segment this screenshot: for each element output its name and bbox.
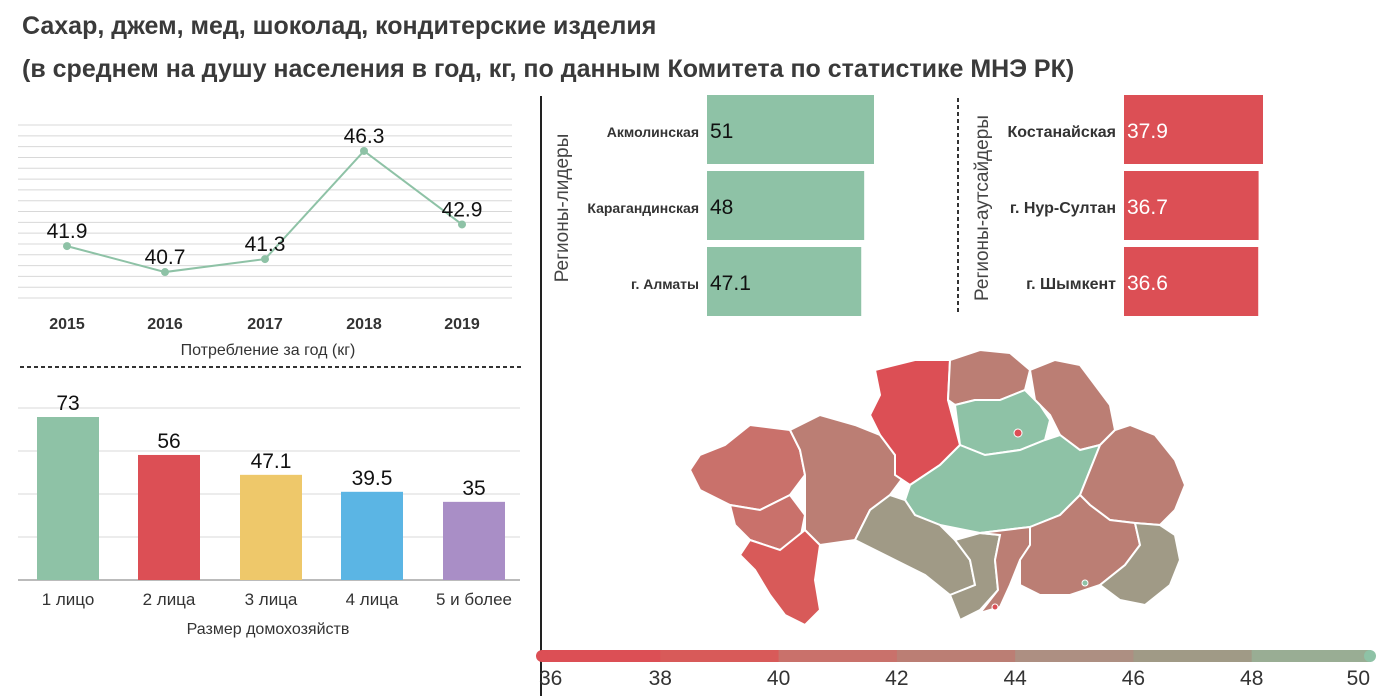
color-scale-segment: [896, 650, 1017, 662]
data-label: 36.6: [1127, 272, 1168, 295]
scale-tick-label: 42: [885, 667, 908, 690]
scale-tick-label: 40: [767, 667, 790, 690]
bar: [707, 171, 865, 240]
color-scale-segment: [1251, 650, 1371, 662]
x-tick-label: 2016: [147, 316, 183, 333]
data-label: 41.3: [245, 233, 286, 256]
map-region-west-kazakhstan: [688, 423, 807, 512]
scale-tick-label: 48: [1240, 667, 1263, 690]
map-city-nur-sultan: [1013, 428, 1023, 438]
bar: [138, 454, 200, 580]
bar: [1124, 95, 1263, 164]
data-point: [261, 255, 269, 264]
x-tick-label: 1 лицо: [42, 590, 95, 609]
scale-tick-label: 36: [539, 667, 562, 690]
data-label: 36.7: [1127, 196, 1168, 219]
bar: [443, 501, 505, 580]
x-tick-label: 2017: [247, 316, 283, 333]
scale-tick-label: 50: [1347, 667, 1370, 690]
kazakhstan-map: [688, 348, 1187, 627]
chart-title: Сахар, джем, мед, шоколад, кондитерские …: [22, 12, 657, 40]
x-tick-label: 2018: [346, 316, 382, 333]
x-tick-label: 5 и более: [436, 590, 512, 609]
bar: [1124, 247, 1259, 316]
household-bar-chart: 73 1 лицо 56 2 лица 47.1 3 лица 39.5 4 лица 35 5 …: [18, 392, 520, 638]
x-axis-label: Размер домохозяйств: [187, 621, 350, 638]
color-scale-segment: [1015, 650, 1135, 662]
data-label: 39.5: [352, 467, 393, 490]
color-scale-segment: [1133, 650, 1253, 662]
color-scale-cap: [536, 650, 548, 662]
leaders-bar-chart: Акмолинская 51 Карагандинская 48 г. Алматы 47…: [587, 95, 874, 316]
map-city-almaty: [1081, 579, 1089, 587]
data-label: 35: [462, 477, 485, 500]
outsiders-dashed-divider: [957, 98, 959, 313]
x-tick-label: 4 лица: [346, 590, 399, 609]
data-label: 42.9: [442, 198, 483, 221]
bar: [707, 95, 874, 164]
data-label: 41.9: [47, 220, 88, 243]
map-region-mangystau: [738, 528, 822, 627]
scale-tick-label: 38: [649, 667, 672, 690]
category-label: г. Шымкент: [1026, 276, 1116, 293]
map-city-shymkent: [991, 603, 999, 611]
color-scale-segment: [542, 650, 662, 662]
category-label: г. Нур-Султан: [1010, 200, 1116, 217]
category-label: Акмолинская: [607, 124, 699, 140]
x-axis-label: Потребление за год (кг): [181, 342, 356, 359]
category-label: Костанайская: [1008, 124, 1117, 141]
x-tick-label: 3 лица: [245, 590, 298, 609]
data-label: 47.1: [251, 450, 292, 473]
data-label: 47.1: [710, 272, 751, 295]
scale-tick-label: 44: [1003, 667, 1027, 690]
x-tick-label: 2 лица: [143, 590, 196, 609]
bar: [707, 247, 862, 316]
data-point: [63, 242, 71, 251]
bar: [341, 491, 403, 580]
data-label: 56: [157, 430, 180, 453]
x-tick-label: 2019: [444, 316, 480, 333]
data-label: 37.9: [1127, 120, 1168, 143]
chart-subtitle: (в среднем на душу населения в год, кг, …: [22, 55, 1075, 83]
color-scale-legend: 36 38 40 42 44 46 48 50: [536, 650, 1376, 690]
data-label: 40.7: [145, 246, 186, 269]
category-label: г. Алматы: [631, 276, 699, 292]
map-region-southeast: [1098, 521, 1182, 607]
data-label: 51: [710, 120, 733, 143]
dashed-divider: [20, 366, 522, 368]
data-label: 46.3: [344, 125, 385, 148]
data-point: [458, 220, 466, 229]
x-tick-label: 2015: [49, 316, 85, 333]
color-scale-segment: [778, 650, 898, 662]
line-chart: 41.9 2015 40.7 2016 41.3 2017 46.3 2018 42.9 2019…: [18, 124, 512, 359]
bar: [1124, 171, 1259, 240]
bar: [240, 474, 302, 580]
outsiders-bar-chart: Костанайская 37.9 г. Нур-Султан 36.7 г. Шымк…: [1008, 95, 1263, 316]
data-point: [161, 268, 169, 277]
data-label: 48: [710, 196, 733, 219]
vertical-divider: [540, 96, 542, 696]
data-label: 73: [56, 392, 79, 415]
color-scale-cap: [1364, 650, 1376, 662]
category-label: Карагандинская: [587, 200, 699, 216]
data-point: [360, 146, 368, 155]
scale-tick-label: 46: [1122, 667, 1145, 690]
bar: [37, 417, 99, 580]
color-scale-segment: [660, 650, 780, 662]
